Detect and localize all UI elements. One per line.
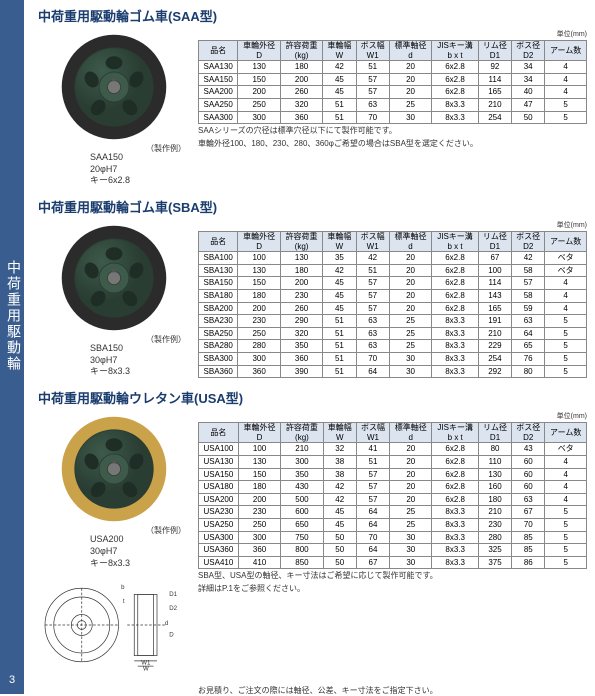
- table-note: 車輪外径100、180、230、280、360φご希望の場合はSBA型を選定くだ…: [198, 139, 587, 149]
- footer-note: お見積り、ご注文の際には軸径、公差、キー寸法をご指定下さい。: [198, 685, 587, 696]
- spec-table: 品名 車輪外径D 許容荷重(kg) 車輪幅W ボス幅W1 標準軸径d JISキー…: [198, 422, 587, 569]
- table-row: SBA1001001303542206x2.86742ベタ: [199, 252, 587, 265]
- table-row: USA3003007505070308x3.3280855: [199, 531, 587, 544]
- table-row: SBA1301301804251206x2.810058ベタ: [199, 264, 587, 277]
- table-note: SAAシリーズの穴径は標準穴径以下にて製作可能です。: [198, 126, 587, 136]
- product-visual: （製作例） USA20030φH7キー8x3.3 b t d D2 D1 D W…: [38, 411, 190, 675]
- unit-label: 単位(mm): [198, 411, 587, 421]
- svg-text:D1: D1: [169, 591, 177, 598]
- svg-text:W1: W1: [141, 660, 151, 667]
- spec-table: 品名 車輪外径D 許容荷重(kg) 車輪幅W ボス幅W1 標準軸径d JISキー…: [198, 40, 587, 124]
- table-row: SBA3003003605170308x3.3254765: [199, 353, 587, 366]
- product-section: 中荷重用駆動輪ウレタン車(USA型) （製作例） USA20030φH7キー8x…: [38, 388, 587, 675]
- svg-text:D: D: [169, 632, 174, 639]
- product-visual: （製作例） SAA15020φH7キー6x2.8: [38, 29, 190, 187]
- dimension-drawing: b t d D2 D1 D W W1: [38, 575, 178, 675]
- main-content: 中荷重用駆動輪ゴム車(SAA型) （製作例） SAA15020φH7キー6x2.…: [30, 0, 595, 696]
- wheel-image: [58, 31, 170, 143]
- wheel-image: [58, 222, 170, 334]
- table-note: 詳細はP.1をご参照ください。: [198, 584, 587, 594]
- product-section: 中荷重用駆動輪ゴム車(SAA型) （製作例） SAA15020φH7キー6x2.…: [38, 6, 587, 187]
- table-wrap: 単位(mm) 品名 車輪外径D 許容荷重(kg) 車輪幅W ボス幅W1 標準軸径…: [198, 220, 587, 378]
- svg-text:D2: D2: [169, 605, 177, 612]
- table-row: USA2502506504564258x3.3230705: [199, 518, 587, 531]
- table-row: SBA1801802304557206x2.8143584: [199, 290, 587, 303]
- section-title: 中荷重用駆動輪ゴム車(SBA型): [38, 197, 587, 216]
- svg-text:W: W: [143, 666, 149, 673]
- svg-text:b: b: [121, 584, 125, 591]
- product-visual: （製作例） SBA15030φH7キー8x3.3: [38, 220, 190, 378]
- section-title: 中荷重用駆動輪ゴム車(SAA型): [38, 6, 587, 25]
- unit-label: 単位(mm): [198, 29, 587, 39]
- section-title: 中荷重用駆動輪ウレタン車(USA型): [38, 388, 587, 407]
- model-label: USA20030φH7キー8x3.3: [90, 534, 190, 569]
- table-row: SAA1501502004557206x2.8114344: [199, 73, 587, 86]
- unit-label: 単位(mm): [198, 220, 587, 230]
- table-row: SBA3603603905164308x3.3292805: [199, 365, 587, 378]
- table-row: USA3603608005064308x3.3325855: [199, 544, 587, 557]
- table-row: SAA1301301804251206x2.892344: [199, 61, 587, 74]
- table-row: SAA2002002604557206x2.8165404: [199, 86, 587, 99]
- table-row: USA2002005004257206x2.8180634: [199, 493, 587, 506]
- table-row: USA4104108505067308x3.3375865: [199, 556, 587, 569]
- table-row: SAA2502503205163258x3.3210475: [199, 98, 587, 111]
- table-row: SBA2802803505163258x3.3229655: [199, 340, 587, 353]
- table-row: SBA2002002604557206x2.8165594: [199, 302, 587, 315]
- table-row: USA1501503503857206x2.8130604: [199, 468, 587, 481]
- product-section: 中荷重用駆動輪ゴム車(SBA型) （製作例） SBA15030φH7キー8x3.…: [38, 197, 587, 378]
- svg-text:t: t: [123, 598, 125, 605]
- wheel-image: [58, 413, 170, 525]
- table-row: SAA3003003605170308x3.3254505: [199, 111, 587, 124]
- model-label: SBA15030φH7キー8x3.3: [90, 343, 190, 378]
- table-row: SBA2302302905163258x3.3191635: [199, 315, 587, 328]
- table-row: USA1001002103241206x2.88043ベタ: [199, 443, 587, 456]
- table-row: SBA2502503205163258x3.3210645: [199, 327, 587, 340]
- model-label: SAA15020φH7キー6x2.8: [90, 152, 190, 187]
- table-wrap: 単位(mm) 品名 車輪外径D 許容荷重(kg) 車輪幅W ボス幅W1 標準軸径…: [198, 29, 587, 149]
- table-row: USA1801804304257206x2.8160604: [199, 481, 587, 494]
- svg-text:d: d: [165, 620, 168, 627]
- table-note: SBA型、USA型の軸径、キー寸法はご希望に応じて製作可能です。: [198, 571, 587, 581]
- table-wrap: 単位(mm) 品名 車輪外径D 許容荷重(kg) 車輪幅W ボス幅W1 標準軸径…: [198, 411, 587, 594]
- spec-table: 品名 車輪外径D 許容荷重(kg) 車輪幅W ボス幅W1 標準軸径d JISキー…: [198, 231, 587, 378]
- sidebar: 中荷重用駆動輪 3: [0, 0, 24, 694]
- table-row: SBA1501502004557206x2.8114574: [199, 277, 587, 290]
- sidebar-category-label: 中荷重用駆動輪: [4, 260, 24, 372]
- page-number: 3: [9, 674, 15, 686]
- table-row: USA1301303003851206x2.8110604: [199, 455, 587, 468]
- table-row: USA2302306004564258x3.3210675: [199, 506, 587, 519]
